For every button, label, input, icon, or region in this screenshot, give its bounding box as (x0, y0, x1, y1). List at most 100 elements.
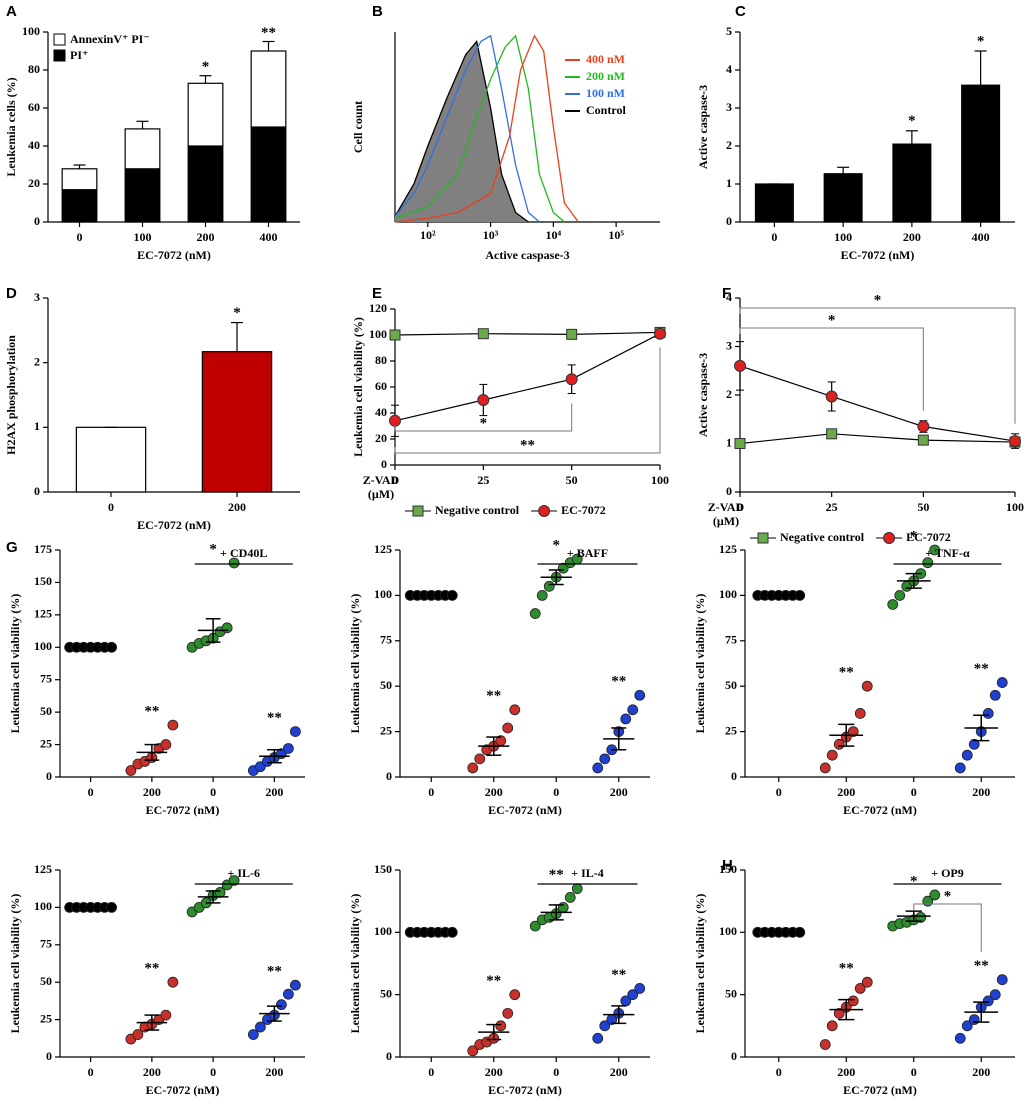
x-tick-label: 200 (265, 1065, 283, 1079)
bracket (739, 307, 1016, 424)
x-tick-label: 50 (917, 500, 929, 514)
panel-letter: F (722, 285, 731, 302)
dot (861, 680, 873, 692)
y-tick-label: 150 (719, 862, 737, 876)
marker (389, 414, 401, 427)
significance: * (480, 415, 488, 431)
x-tick-label: 200 (903, 230, 921, 244)
y-tick-label: 50 (725, 678, 737, 692)
y-tick-label: 50 (40, 974, 52, 988)
x-tick-label: 0 (911, 1065, 917, 1079)
dot (495, 1020, 507, 1032)
histogram-line (394, 40, 529, 223)
x-tick-label: 100 (651, 473, 669, 487)
y-axis-label: Active caspase-3 (696, 85, 710, 169)
x-axis-label: Z-VAD (708, 500, 745, 514)
dot (467, 762, 479, 774)
dot (929, 889, 941, 901)
dot (543, 580, 555, 592)
marker (734, 438, 746, 449)
panel-letter: C (735, 3, 746, 20)
y-tick-label: 125 (34, 607, 52, 621)
legend-label: EC-7072 (561, 503, 606, 517)
bracket (913, 903, 982, 952)
legend-marker (883, 532, 896, 544)
dot (819, 1039, 831, 1050)
significance: ** (974, 958, 989, 974)
x-tick-label: 0 (88, 785, 94, 799)
bar (201, 351, 273, 493)
legend-swatch (53, 49, 66, 62)
dot (794, 926, 806, 938)
legend-label: EC-7072 (906, 530, 951, 544)
marker (917, 434, 929, 446)
marker (565, 373, 578, 386)
y-tick-label: 50 (725, 986, 737, 1000)
panel-letter: B (372, 3, 383, 20)
series-line (394, 331, 661, 336)
significance: * (209, 541, 217, 557)
dot (954, 1032, 966, 1044)
dot (160, 1009, 172, 1021)
bar-segment (61, 168, 98, 191)
y-tick-label: 0 (386, 1049, 392, 1063)
bracket-label: + TNF-α (925, 546, 970, 560)
y-tick-label: 0 (731, 769, 737, 783)
panel-letter: H (722, 857, 733, 874)
y-tick-label: 50 (380, 678, 392, 692)
x-tick-label: 0 (210, 785, 216, 799)
legend-label: Negative control (435, 503, 520, 517)
significance: ** (267, 710, 282, 726)
y-tick-label: 4 (726, 290, 732, 304)
dot (954, 762, 966, 774)
y-axis-label: Leukemia cell viability (%) (8, 594, 22, 734)
dot (228, 557, 240, 569)
y-tick-label: 75 (380, 633, 392, 647)
y-tick-label: 40 (28, 138, 40, 152)
dot (106, 902, 118, 913)
y-tick-label: 25 (40, 1011, 52, 1025)
dot (847, 726, 859, 737)
marker (1009, 435, 1021, 448)
x-tick-label: 0 (553, 1065, 559, 1079)
bar (754, 183, 794, 223)
dot (247, 1029, 259, 1040)
bar-segment (250, 50, 287, 128)
dot (634, 983, 646, 994)
dot (627, 989, 639, 1001)
dot (989, 689, 1001, 701)
significance: ** (144, 961, 159, 977)
dot (929, 544, 941, 556)
y-axis-label: Leukemia cell viability (%) (693, 594, 707, 734)
dot (592, 1032, 604, 1044)
significance: ** (549, 867, 564, 883)
dot (529, 608, 541, 619)
legend-label: 200 nM (586, 69, 625, 83)
y-tick-label: 25 (725, 723, 737, 737)
series-line (739, 433, 1016, 445)
dot (557, 902, 569, 913)
legend-label: 100 nM (586, 86, 625, 100)
y-tick-label: 100 (374, 587, 392, 601)
y-tick-label: 60 (375, 379, 387, 393)
y-tick-label: 0 (726, 214, 732, 228)
x-tick-label: 200 (265, 785, 283, 799)
x-axis-label: EC-7072 (nM) (137, 248, 211, 262)
y-tick-label: 0 (34, 214, 40, 228)
x-tick-label: 25 (826, 500, 838, 514)
dot (620, 713, 632, 725)
y-tick-label: 150 (34, 574, 52, 588)
marker (654, 327, 666, 340)
dot (282, 743, 294, 754)
legend-label: AnnexinV⁺ PI⁻ (70, 32, 150, 46)
dot (529, 920, 541, 932)
bracket-label: + BAFF (567, 546, 608, 560)
y-tick-label: 3 (726, 338, 732, 352)
y-tick-label: 0 (726, 484, 732, 498)
x-tick-label: 10² (420, 228, 436, 242)
dot (509, 704, 521, 716)
y-tick-label: 60 (28, 100, 40, 114)
dot (592, 762, 604, 774)
y-tick-label: 75 (40, 671, 52, 685)
x-tick-label: 200 (143, 785, 161, 799)
